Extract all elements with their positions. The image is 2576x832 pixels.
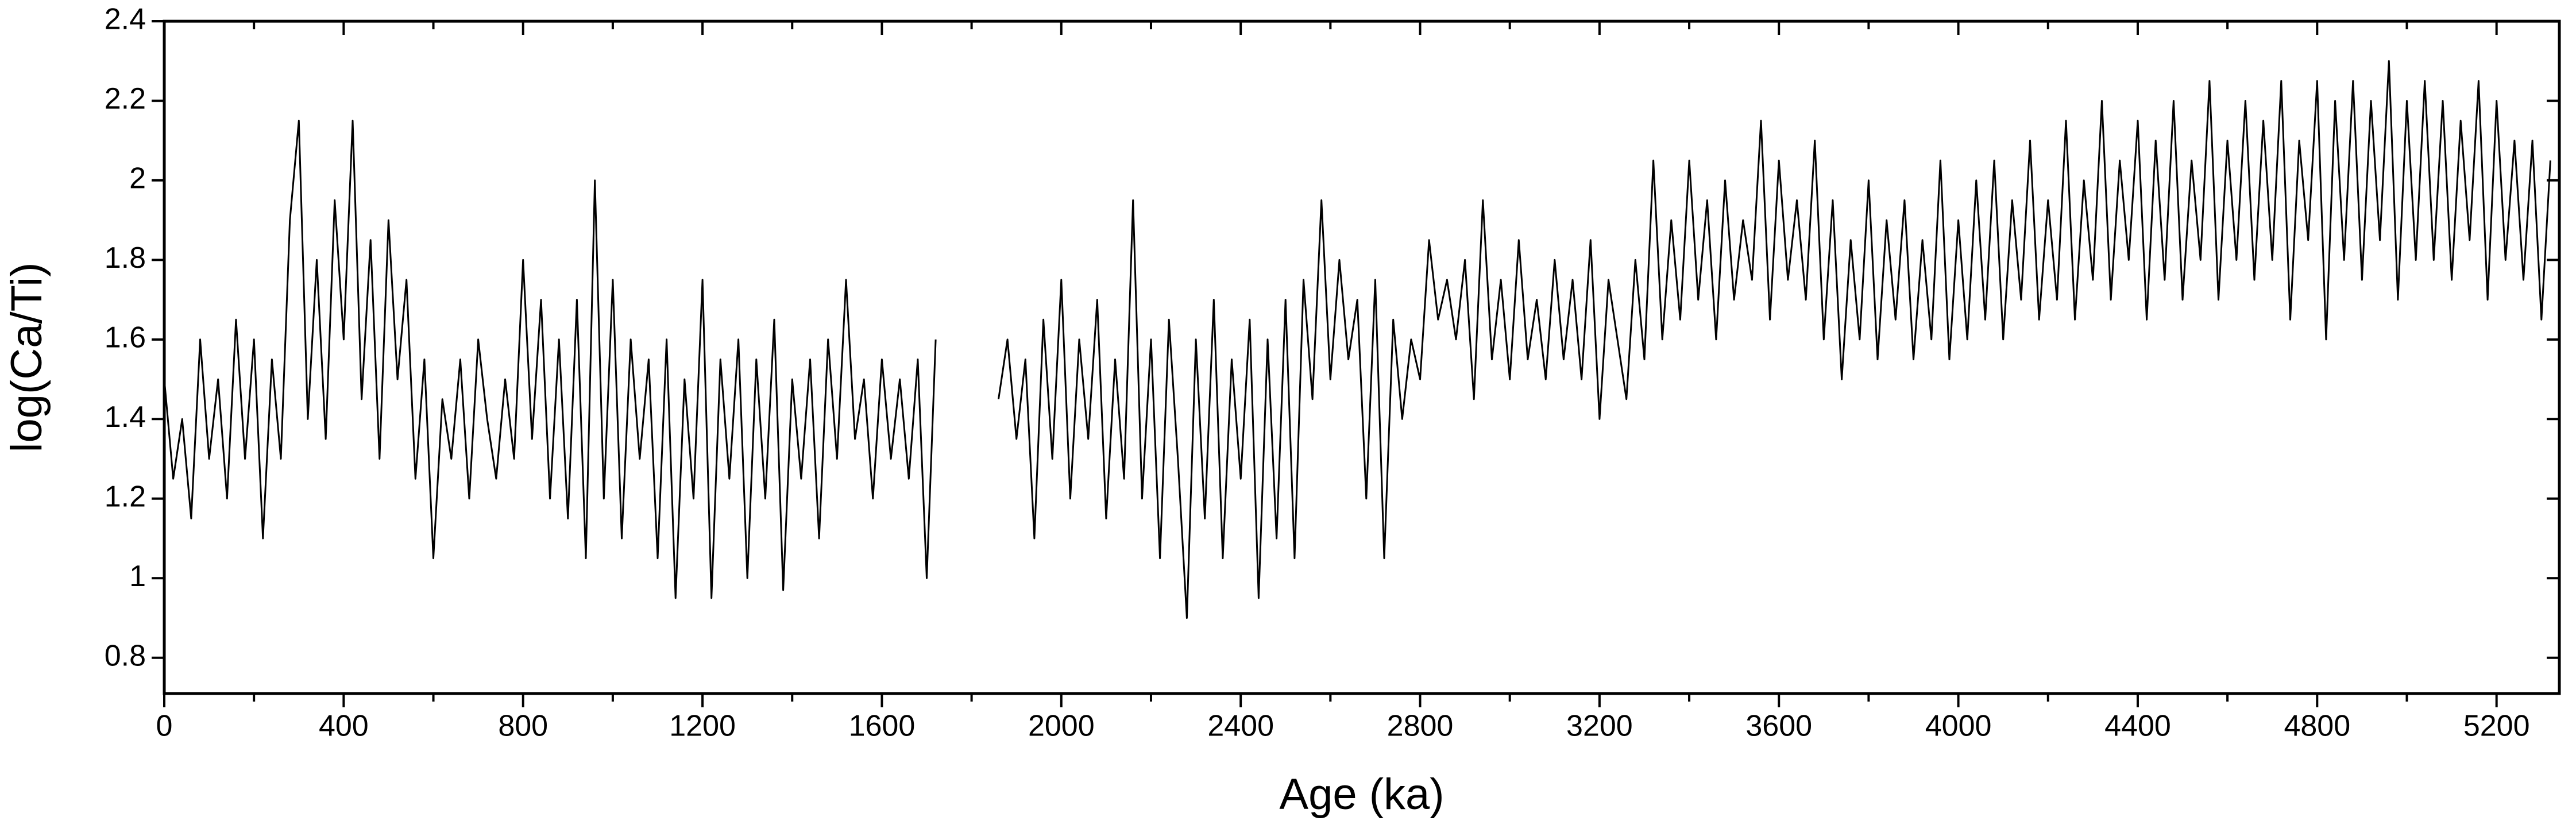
- x-tick-label: 3200: [1566, 710, 1633, 743]
- x-tick-label: 3600: [1745, 710, 1812, 743]
- x-tick-label: 2000: [1028, 710, 1095, 743]
- y-tick-label: 0.8: [105, 639, 146, 672]
- data-line: [163, 60, 2551, 619]
- x-tick-label: 2800: [1387, 710, 1454, 743]
- y-tick-label: 1.8: [105, 241, 146, 275]
- x-tick-label: 5200: [2463, 710, 2530, 743]
- y-tick-label: 2.2: [105, 82, 146, 115]
- x-tick-label: 400: [319, 710, 369, 743]
- y-axis-title: log(Ca/Ti): [2, 263, 51, 453]
- y-tick-label: 1: [129, 560, 146, 593]
- x-tick-label: 4800: [2284, 710, 2350, 743]
- x-tick-label: 4400: [2104, 710, 2171, 743]
- x-tick-label: 1200: [669, 710, 736, 743]
- x-tick-label: 4000: [1925, 710, 1992, 743]
- y-tick-label: 2: [129, 162, 146, 195]
- x-tick-label: 1600: [849, 710, 916, 743]
- x-tick-label: 0: [156, 710, 173, 743]
- x-axis-title: Age (ka): [1279, 770, 1444, 819]
- y-tick-label: 1.4: [105, 400, 146, 434]
- y-tick-label: 2.4: [105, 3, 146, 36]
- y-tick-label: 1.2: [105, 480, 146, 514]
- plot-frame: [163, 20, 2561, 695]
- x-tick-label: 800: [498, 710, 548, 743]
- y-tick-label: 1.6: [105, 321, 146, 355]
- x-tick-label: 2400: [1207, 710, 1274, 743]
